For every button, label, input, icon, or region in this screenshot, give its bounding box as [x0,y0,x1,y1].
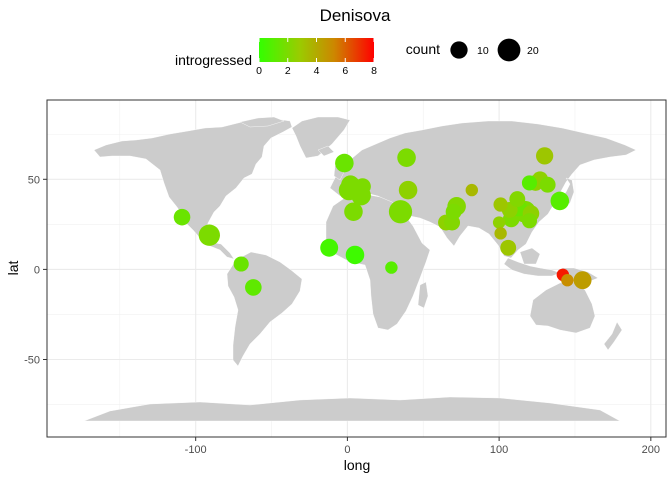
panel-border [46,99,667,438]
land-madagascar [417,281,429,309]
color-legend-tick-label: 4 [314,65,320,77]
land-antarctica [83,396,621,422]
land-greenland [291,116,351,159]
land-north-america [93,118,293,260]
land-arctic-islands [239,116,285,128]
data-point [398,180,418,200]
land-new-zealand [603,321,623,351]
land-indonesia [503,257,561,277]
chart-title: Denisova [320,6,391,25]
data-point [539,176,556,193]
plot-panel [46,99,667,438]
data-point [388,200,413,224]
x-tick-label: 100 [490,444,508,456]
data-points [173,147,592,296]
size-legend-key [450,41,468,59]
data-point [245,279,262,296]
data-point [535,147,554,165]
data-point [198,224,220,246]
color-legend-tick-label: 0 [256,65,262,77]
data-point [445,203,462,220]
size-legend-key [497,38,521,62]
data-point [345,245,365,265]
data-point [492,216,506,229]
data-point [494,227,507,240]
data-point [335,153,354,173]
data-point [500,239,517,256]
size-legend-title: count [406,41,440,57]
land-south-america [226,251,303,367]
size-legend-keys: 10 20 [450,38,539,62]
data-point [521,213,538,229]
data-point [344,202,363,222]
color-legend-tick-label: 8 [371,65,377,77]
y-axis-title: lat [5,261,21,276]
data-point [173,208,191,226]
color-legend-title: introgressed [175,52,252,68]
color-legend-ticks: 0 2 4 6 8 [256,38,377,77]
data-point [561,274,574,287]
legend: introgressed 0 2 4 6 8 count 10 20 [175,38,539,77]
data-point [465,183,479,197]
y-tick-label: 50 [28,174,40,186]
data-point [385,261,398,274]
x-tick-label: 0 [344,444,350,456]
color-legend-tick-label: 2 [285,65,291,77]
data-point [354,178,371,195]
color-legend-tick-label: 6 [342,65,348,77]
x-tick-label: -100 [185,444,207,456]
land-iceland [317,145,335,157]
land-borneo [519,247,541,265]
x-tick-label: 200 [642,444,660,456]
data-point [550,191,570,211]
y-tick-label: -50 [24,355,40,367]
data-point [509,191,526,208]
y-axis: -50 0 50 [24,174,47,367]
data-point [233,256,249,272]
data-point [573,271,592,290]
size-legend-label: 20 [527,45,539,57]
data-point [521,175,538,191]
data-point [397,148,416,167]
x-axis: -100 0 100 200 [185,437,660,456]
y-tick-label: 0 [34,264,40,276]
x-axis-title: long [344,457,370,473]
data-point [320,238,339,257]
data-point [493,197,508,212]
size-legend-label: 10 [477,45,489,57]
